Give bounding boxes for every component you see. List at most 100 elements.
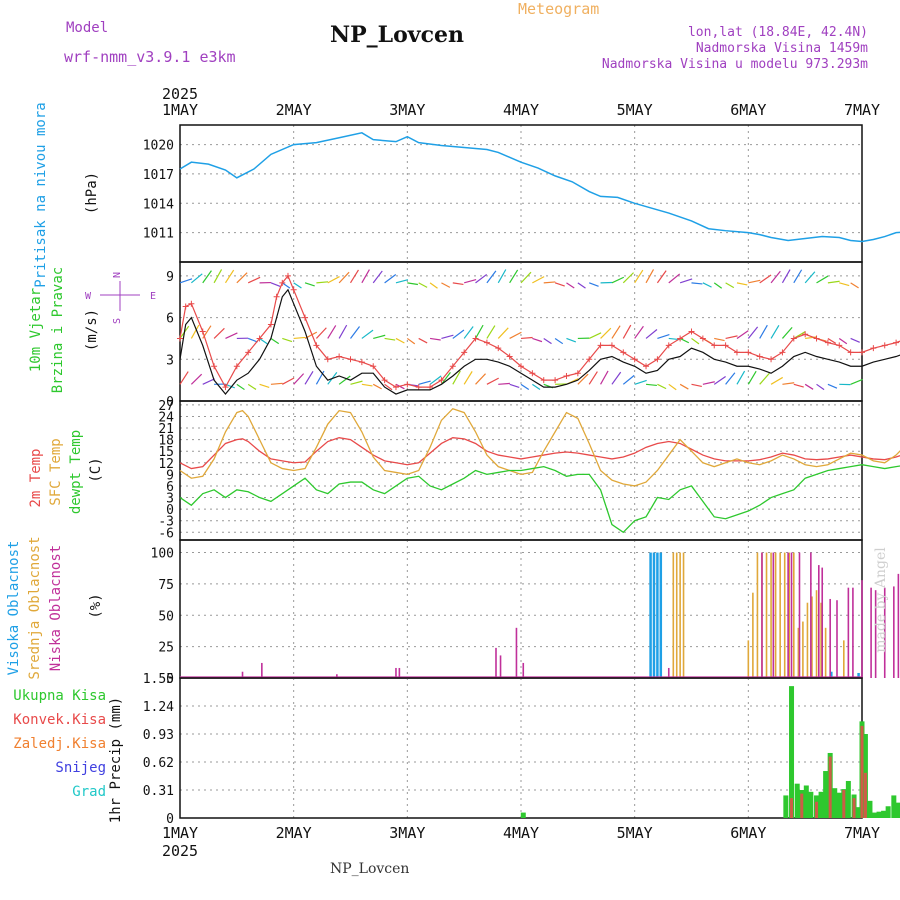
cloud-bar (806, 602, 809, 678)
cloud-bar (843, 640, 845, 678)
wind-direction-arrow (577, 373, 589, 385)
wind-direction-arrow (566, 282, 575, 289)
temp-subtitle2: dewpt Temp (68, 430, 84, 514)
wind-direction-arrow (577, 282, 586, 289)
y-tick-label: 0 (166, 395, 174, 410)
precip-total-bar (876, 811, 882, 818)
cloud-bar (857, 672, 860, 678)
precip-total-bar (520, 812, 526, 818)
wind-speed-marker (699, 335, 706, 342)
x-tick-label-bottom: 3MAY (389, 824, 425, 842)
precip-legend-item: Snijeg (55, 760, 106, 776)
wind-direction-arrow (497, 269, 507, 284)
wind-direction-arrow (520, 336, 533, 340)
wind-direction-arrow (452, 329, 465, 339)
model-name: wrf-nmm_v3.9.1 e3km (64, 48, 236, 66)
wind-direction-arrow (350, 326, 361, 339)
wind-speed-marker (182, 303, 189, 310)
wind-speed-marker (518, 363, 524, 370)
precip-legend-item: Zaledj.Kisa (13, 736, 106, 752)
cloud-bar (802, 621, 804, 678)
x-axis-year-bottom: 2025 (162, 842, 198, 860)
cloud-bar (515, 627, 518, 678)
cloud-bar (679, 552, 681, 678)
x-tick-label-top: 4MAY (503, 101, 539, 119)
series-2m-temp-line (179, 437, 900, 470)
wind-direction-arrow (725, 335, 738, 340)
wind-speed-marker (284, 272, 291, 279)
precip-total-bar (895, 802, 900, 818)
wind-direction-arrow (520, 271, 532, 284)
wind-direction-arrow (532, 383, 541, 391)
cloud-bar (883, 587, 886, 678)
wind-direction-arrow (827, 337, 837, 344)
cloud-bar (241, 671, 244, 678)
precip-total-bar (832, 788, 838, 818)
wind-speed-marker (768, 356, 775, 363)
cloud-bar (659, 552, 663, 678)
wind-speed-marker (177, 335, 183, 342)
precip-conv-bar (860, 725, 864, 818)
precip-conv-bar (790, 798, 794, 818)
cloud-bar (649, 552, 652, 678)
wind-speed-marker (597, 342, 604, 349)
cloud-bar (821, 567, 824, 678)
cloud-bar (811, 596, 813, 678)
wind-direction-arrow (816, 275, 829, 284)
wind-direction-arrow (247, 337, 258, 343)
cloud-bar (652, 552, 656, 678)
wind-direction-arrow (634, 325, 644, 339)
y-tick-label: 9 (166, 270, 174, 285)
precip-total-bar (808, 791, 814, 818)
wind-direction-arrow (498, 382, 510, 385)
y-tick-label: 0.31 (143, 784, 174, 799)
precip-total-bar (823, 771, 829, 818)
wind-direction-arrow (850, 282, 859, 289)
y-tick-label: 1017 (143, 168, 174, 183)
series-pressure-line (179, 132, 900, 243)
wind-unit: (m/s) (84, 309, 100, 351)
wind-direction-arrow (190, 324, 200, 339)
precip-legend-item: Ukupna Kisa (13, 688, 106, 704)
panel-wind: 0 3 6 9 10m Vjetar Brzina i Pravac (m/s) N S E W (28, 261, 900, 410)
wind-direction-arrow (293, 282, 302, 289)
wind-direction-arrow (247, 383, 257, 390)
model-elevation-label: Nadmorska Visina u modelu 973.293m (601, 57, 868, 72)
y-tick-label: 100 (151, 547, 174, 562)
cloud-bar (770, 552, 772, 678)
panel-frame (179, 539, 863, 679)
wind-direction-arrow (588, 332, 602, 339)
cloud-bar (672, 552, 675, 678)
precip-total-bar (803, 785, 809, 818)
wind-direction-arrow (361, 329, 374, 339)
cloud-bar (774, 552, 777, 678)
y-tick-label: 25 (158, 641, 174, 656)
wind-direction-arrow (373, 334, 386, 340)
wind-direction-arrow (270, 282, 281, 287)
wind-direction-arrow (441, 282, 451, 288)
cloud-bar (810, 552, 812, 678)
wind-direction-arrow (509, 383, 520, 389)
wind-direction-arrow (327, 325, 337, 339)
x-tick-label-top: 2MAY (276, 101, 312, 119)
wind-direction-arrow (634, 379, 647, 385)
precip-conv-bar (828, 756, 832, 818)
precip-total-bar (783, 795, 789, 818)
wind-direction-arrow (725, 372, 736, 385)
cloud-bar (847, 587, 850, 678)
wind-direction-arrow (770, 270, 781, 284)
y-tick-label: 12 (158, 457, 174, 472)
wind-direction-arrow (850, 378, 863, 385)
x-tick-label-bottom: 7MAY (844, 824, 880, 842)
y-tick-label: 15 (158, 445, 174, 460)
panel-frame (179, 124, 863, 263)
wind-direction-arrow (190, 273, 203, 284)
wind-direction-arrow (190, 373, 203, 385)
temp-unit: (C) (88, 457, 104, 482)
wind-title: 10m Vjetar (28, 288, 44, 372)
wind-direction-arrow (657, 383, 667, 390)
compass-arrows-icon (100, 281, 140, 311)
cloud-bar (682, 552, 685, 678)
cloud-bar (765, 552, 768, 678)
wind-direction-arrow (372, 270, 383, 284)
